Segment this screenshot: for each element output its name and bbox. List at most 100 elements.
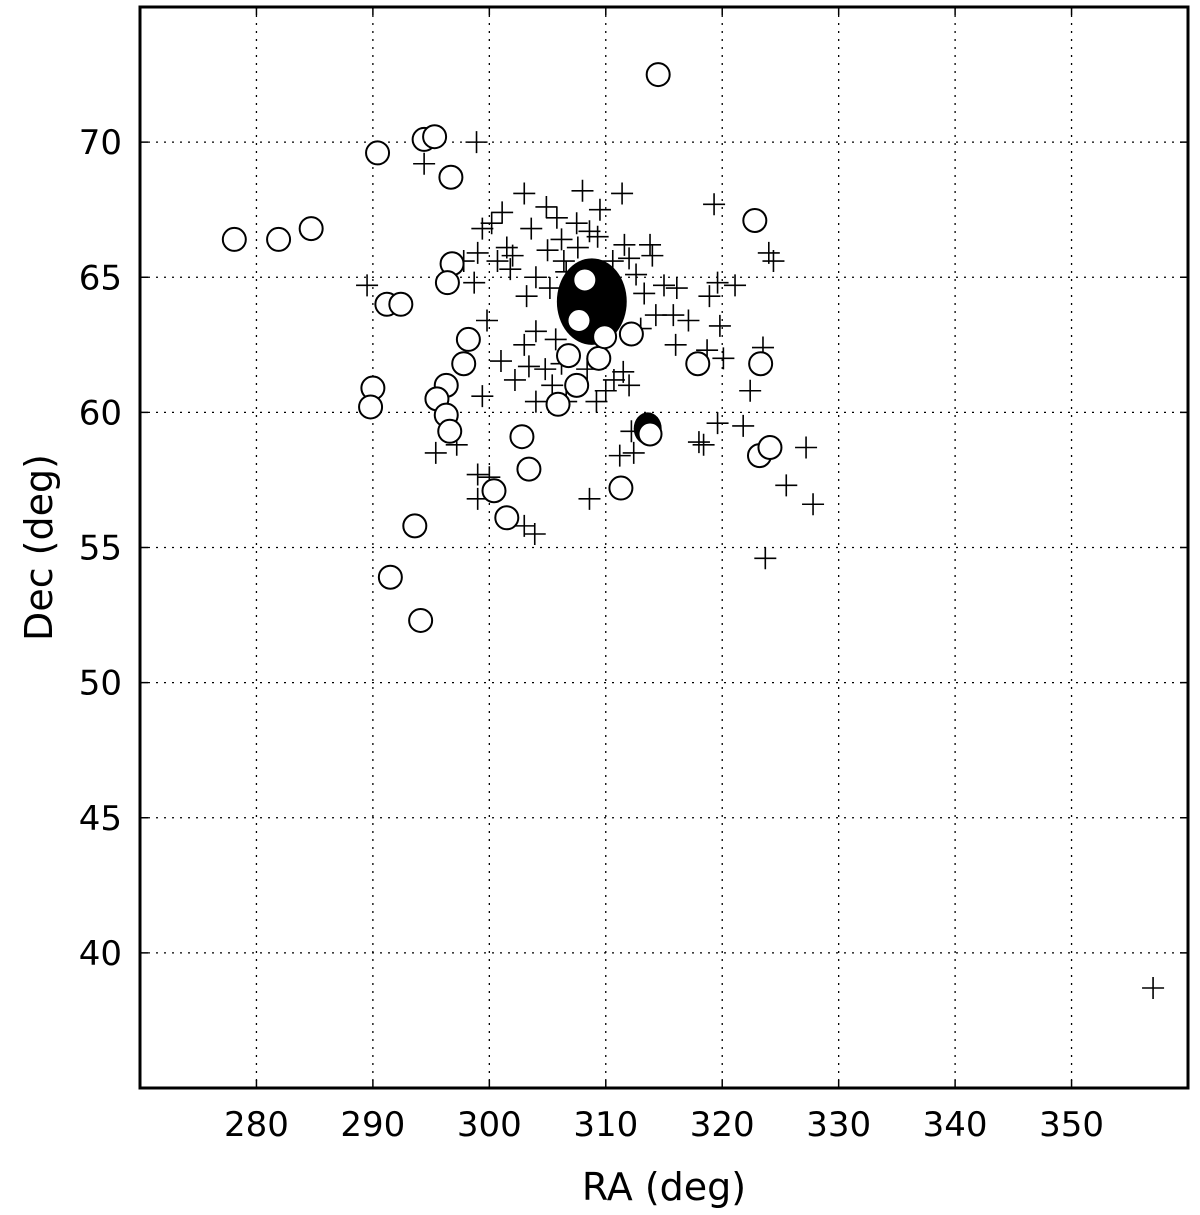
- x-tick-label-2: 300: [457, 1105, 522, 1145]
- plus-point-2: [513, 182, 536, 205]
- plus-point-66: [692, 433, 715, 456]
- circle-point-36: [742, 207, 768, 233]
- plus-point-83: [754, 547, 777, 570]
- x-tick-label-0: 280: [224, 1105, 289, 1145]
- plus-point-68: [739, 379, 762, 402]
- y-tick-label-3: 55: [79, 529, 122, 569]
- plus-point-6: [571, 179, 594, 202]
- plus-point-81: [775, 474, 798, 497]
- circle-point-11: [388, 291, 414, 317]
- circle-point-29: [556, 343, 582, 369]
- plus-point-4: [545, 206, 568, 229]
- circle-point-38: [757, 435, 783, 461]
- circle-point-28: [564, 372, 590, 398]
- plus-point-33: [677, 309, 700, 332]
- circle-point-2: [298, 216, 324, 242]
- circle-point-33: [608, 475, 634, 501]
- x-tick-label-6: 340: [923, 1105, 988, 1145]
- open-circle-series: [221, 62, 783, 633]
- plus-point-24: [515, 285, 538, 308]
- plus-point-90: [586, 225, 609, 248]
- circle-point-41: [637, 421, 663, 447]
- plus-point-69: [732, 414, 755, 437]
- circle-point-40: [566, 307, 592, 333]
- plus-point-71: [706, 271, 729, 294]
- circle-point-19: [437, 418, 463, 444]
- plus-point-26: [555, 260, 578, 283]
- plus-point-74: [712, 347, 735, 370]
- y-tick-label-2: 50: [79, 664, 122, 704]
- circle-point-31: [592, 324, 618, 350]
- plus-point-27: [625, 263, 648, 286]
- plus-point-92: [641, 244, 664, 267]
- plus-point-25: [538, 277, 561, 300]
- y-tick-label-4: 60: [79, 393, 122, 433]
- plus-point-18: [486, 250, 509, 273]
- x-tick-label-3: 310: [573, 1105, 638, 1145]
- y-tick-label-6: 70: [79, 123, 122, 163]
- plus-point-56: [466, 463, 489, 486]
- plus-point-45: [612, 360, 635, 383]
- circle-point-0: [221, 226, 247, 252]
- circle-point-32: [618, 321, 644, 347]
- circle-point-25: [377, 564, 403, 590]
- circle-point-26: [408, 607, 434, 633]
- plus-point-49: [476, 309, 499, 332]
- plus-point-50: [471, 385, 494, 408]
- circle-point-23: [494, 505, 520, 531]
- plus-point-14: [578, 220, 601, 243]
- x-axis-label: RA (deg): [582, 1165, 746, 1209]
- plus-point-28: [633, 282, 656, 305]
- plus-point-19: [466, 241, 489, 264]
- x-tick-label-7: 350: [1039, 1105, 1104, 1145]
- circle-point-6: [438, 164, 464, 190]
- plus-point-23: [463, 271, 486, 294]
- plus-point-11: [471, 217, 494, 240]
- plus-point-21: [524, 266, 547, 289]
- plus-point-36: [524, 320, 547, 343]
- plus-point-91: [618, 247, 641, 270]
- plus-point-10: [480, 212, 503, 235]
- plus-point-80: [795, 436, 818, 459]
- plus-point-79: [762, 250, 785, 273]
- plus-point-41: [517, 355, 540, 378]
- plus-point-76: [708, 314, 731, 337]
- y-axis-label: Dec (deg): [17, 454, 61, 641]
- plus-point-7: [588, 198, 611, 221]
- plus-point-3: [535, 195, 558, 218]
- circle-point-9: [434, 270, 460, 296]
- circle-point-16: [358, 394, 384, 420]
- plus-point-16: [639, 233, 662, 256]
- circle-point-22: [481, 478, 507, 504]
- plus-point-93: [601, 250, 624, 273]
- circle-point-39: [572, 267, 598, 293]
- plus-point-63: [622, 441, 645, 464]
- circle-point-5: [422, 124, 448, 150]
- plus-point-51: [524, 390, 547, 413]
- plus-point-70: [698, 285, 721, 308]
- plus-point-47: [618, 374, 641, 397]
- plus-point-15: [613, 233, 636, 256]
- circle-point-7: [645, 62, 671, 88]
- plus-point-0: [465, 131, 488, 154]
- plus-point-60: [523, 522, 546, 545]
- x-tick-label-5: 330: [806, 1105, 871, 1145]
- y-tick-label-1: 45: [79, 799, 122, 839]
- plus-point-9: [491, 201, 514, 224]
- circle-point-1: [266, 226, 292, 252]
- plus-point-20: [499, 258, 522, 281]
- plus-point-53: [356, 274, 379, 297]
- axis-ticks: 280 290 300 310 320 330 340 350 40 45 50 55 60 65 70: [79, 7, 1188, 1145]
- plus-point-42: [541, 374, 564, 397]
- plus-point-72: [703, 193, 726, 216]
- plus-point-54: [424, 441, 447, 464]
- plus-point-61: [578, 487, 601, 510]
- circle-point-30: [586, 345, 612, 371]
- plus-point-89: [566, 236, 589, 259]
- plus-point-65: [687, 431, 710, 454]
- plus-point-8: [611, 182, 634, 205]
- plus-point-38: [544, 328, 567, 351]
- plus-point-88: [536, 239, 559, 262]
- circle-point-13: [451, 351, 477, 377]
